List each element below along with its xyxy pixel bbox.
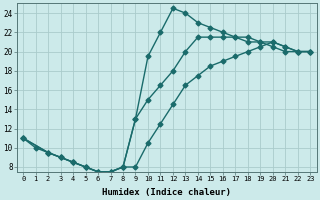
X-axis label: Humidex (Indice chaleur): Humidex (Indice chaleur) [102,188,231,197]
